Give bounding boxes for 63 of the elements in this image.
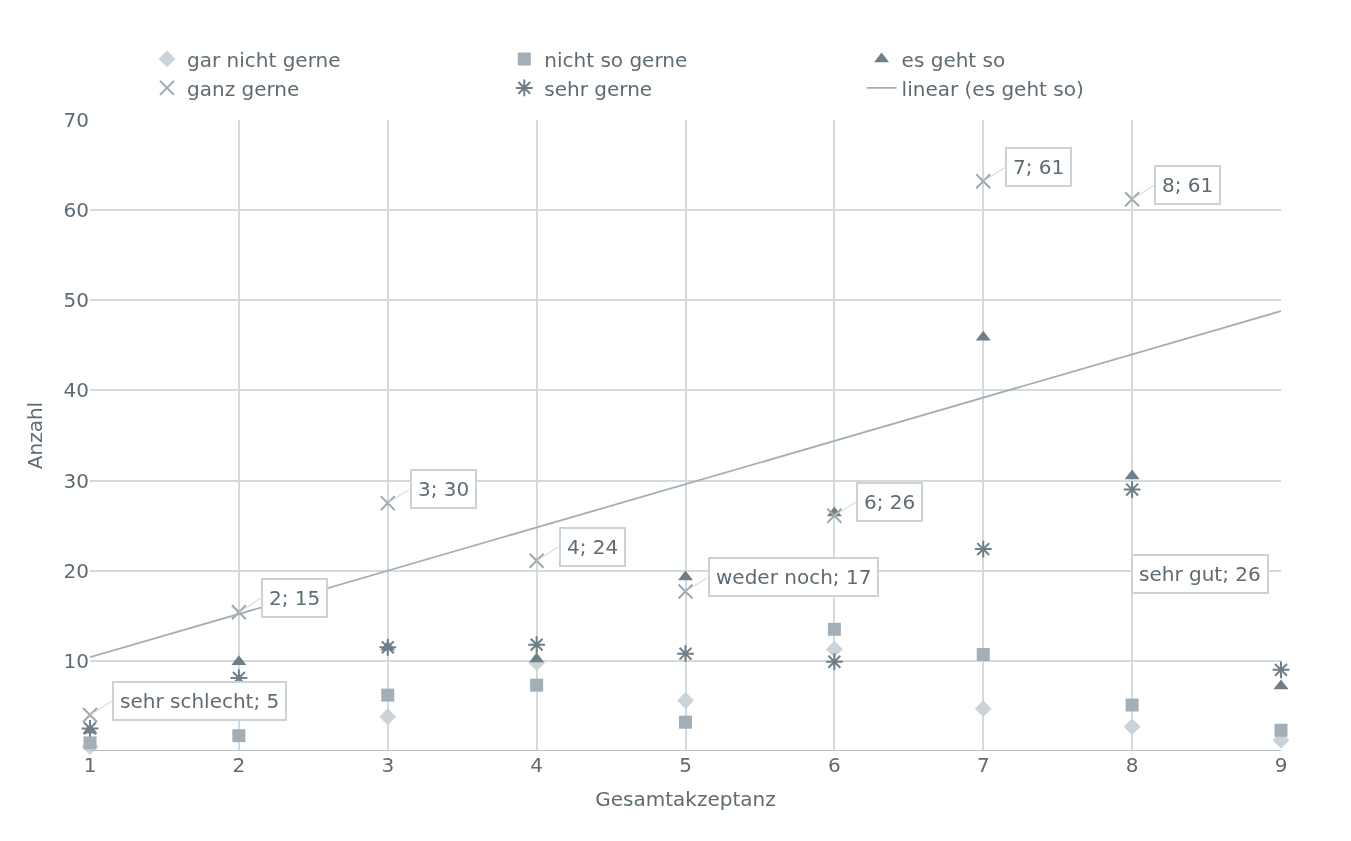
legend-label: ganz gerne — [187, 76, 300, 101]
point — [1122, 480, 1142, 499]
annotation: 7; 61 — [1013, 155, 1065, 179]
legend-label: nicht so gerne — [544, 47, 688, 72]
point — [826, 507, 843, 524]
y-tick-label: 70 — [63, 108, 89, 132]
point — [677, 692, 694, 709]
annotation: sehr gut; 26 — [1139, 562, 1261, 586]
point — [379, 495, 396, 512]
annotation: weder noch; 17 — [716, 565, 872, 589]
point — [379, 708, 397, 726]
annotation: 4; 24 — [567, 535, 619, 559]
annotation: sehr schlecht; 5 — [120, 689, 280, 713]
y-tick-label: 40 — [63, 378, 89, 403]
legend-label: es geht so — [901, 47, 1006, 72]
legend-label: linear (es geht so) — [901, 76, 1084, 101]
point — [1271, 660, 1291, 680]
point — [677, 583, 694, 600]
point — [528, 552, 545, 569]
x-tick-label: 2 — [232, 753, 246, 777]
point — [1274, 723, 1288, 737]
point — [679, 715, 692, 729]
x-tick-label: 6 — [828, 753, 841, 777]
point — [1124, 191, 1141, 208]
point — [676, 644, 695, 664]
point — [527, 635, 547, 655]
y-tick-label: 30 — [63, 468, 89, 493]
point — [232, 729, 246, 743]
y-tick-label: 50 — [63, 288, 89, 313]
point — [974, 700, 992, 718]
point — [975, 173, 992, 190]
point — [80, 719, 100, 738]
x-tick-label: 3 — [381, 753, 395, 777]
y-tick-label: 20 — [63, 558, 89, 583]
point — [378, 637, 398, 657]
x-axis-title: Gesamtakzeptanz — [595, 786, 776, 811]
point — [1125, 698, 1139, 712]
point — [230, 604, 247, 621]
legend-label: gar nicht gerne — [187, 47, 341, 72]
point — [976, 648, 990, 662]
x-tick-label: 1 — [83, 753, 97, 777]
annotation: 3; 30 — [418, 477, 470, 501]
y-axis-title: Anzahl — [23, 401, 48, 470]
point — [381, 688, 395, 702]
x-tick-label: 4 — [530, 753, 543, 777]
point — [1123, 718, 1141, 736]
point — [82, 706, 98, 723]
legend-label: sehr gerne — [544, 76, 653, 101]
annotation: 6; 26 — [864, 490, 916, 514]
x-tick-label: 9 — [1274, 753, 1288, 777]
point — [827, 622, 841, 636]
point — [824, 652, 844, 672]
point — [973, 539, 993, 559]
annotation: 2; 15 — [269, 586, 321, 610]
point — [530, 678, 544, 692]
y-tick-label: 60 — [63, 198, 89, 223]
x-tick-label: 7 — [976, 753, 990, 777]
point — [83, 736, 97, 750]
y-tick-label: 10 — [63, 648, 89, 673]
x-tick-label: 5 — [679, 753, 692, 777]
annotation: 8; 61 — [1162, 173, 1214, 197]
point — [825, 640, 843, 658]
x-tick-label: 8 — [1125, 753, 1139, 777]
